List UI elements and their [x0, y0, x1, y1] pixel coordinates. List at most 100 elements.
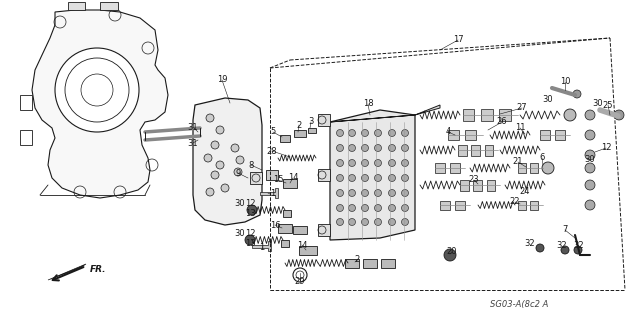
Text: 14: 14 [297, 241, 307, 249]
Text: 22: 22 [509, 197, 520, 206]
Circle shape [337, 219, 344, 226]
Bar [440, 201, 450, 210]
Bar [481, 109, 493, 121]
Polygon shape [252, 241, 271, 251]
Bar [555, 130, 564, 140]
Circle shape [561, 246, 569, 254]
Circle shape [401, 160, 408, 167]
Circle shape [614, 110, 624, 120]
Circle shape [337, 189, 344, 197]
Text: 29: 29 [295, 278, 305, 286]
Circle shape [401, 174, 408, 182]
Bar [308, 128, 316, 132]
Polygon shape [330, 110, 415, 240]
Circle shape [337, 160, 344, 167]
Text: 24: 24 [520, 188, 531, 197]
Circle shape [349, 189, 355, 197]
Circle shape [362, 219, 369, 226]
Bar [463, 109, 474, 121]
Circle shape [55, 48, 139, 132]
Circle shape [362, 145, 369, 152]
Text: 2: 2 [355, 256, 360, 264]
Text: 11: 11 [515, 123, 525, 132]
Polygon shape [260, 188, 278, 198]
Bar [450, 163, 460, 173]
Circle shape [401, 204, 408, 211]
Circle shape [374, 160, 381, 167]
Circle shape [585, 163, 595, 173]
Polygon shape [193, 98, 262, 225]
Circle shape [204, 154, 212, 162]
Circle shape [349, 219, 355, 226]
Circle shape [349, 204, 355, 211]
Bar [518, 163, 525, 173]
Circle shape [362, 130, 369, 137]
Text: SG03-A(8c2 A: SG03-A(8c2 A [490, 300, 548, 309]
Bar [447, 130, 459, 140]
Text: 13: 13 [244, 240, 255, 249]
Circle shape [236, 156, 244, 164]
Text: 21: 21 [513, 158, 524, 167]
Circle shape [564, 109, 576, 121]
Circle shape [221, 184, 229, 192]
Text: 2: 2 [296, 121, 301, 130]
Circle shape [362, 189, 369, 197]
Circle shape [374, 145, 381, 152]
Text: 28: 28 [267, 146, 277, 155]
Text: 9: 9 [236, 168, 241, 177]
Text: 12: 12 [244, 229, 255, 239]
Text: 1: 1 [270, 189, 275, 198]
Circle shape [374, 130, 381, 137]
Bar [540, 130, 550, 140]
Circle shape [374, 219, 381, 226]
Bar [455, 201, 465, 210]
Bar [280, 135, 290, 142]
Bar [465, 130, 476, 140]
Text: 30: 30 [235, 229, 245, 239]
Circle shape [337, 145, 344, 152]
Text: 15: 15 [273, 175, 284, 184]
Text: 10: 10 [560, 78, 570, 86]
Bar [250, 172, 262, 184]
Circle shape [362, 160, 369, 167]
Bar [474, 180, 482, 190]
Text: 32: 32 [557, 241, 567, 249]
Circle shape [585, 200, 595, 210]
Text: 26: 26 [497, 117, 508, 127]
Bar [293, 226, 307, 234]
Bar [471, 145, 480, 155]
Bar [530, 201, 538, 210]
Polygon shape [20, 95, 32, 110]
Circle shape [216, 161, 224, 169]
Bar [499, 109, 511, 121]
Circle shape [401, 130, 408, 137]
Text: 3: 3 [308, 117, 314, 127]
Text: 31: 31 [188, 138, 198, 147]
Polygon shape [68, 2, 85, 10]
Circle shape [337, 204, 344, 211]
Bar [283, 210, 291, 217]
Circle shape [337, 130, 344, 137]
Circle shape [388, 160, 396, 167]
Text: 6: 6 [540, 153, 545, 162]
Text: 4: 4 [445, 128, 451, 137]
Polygon shape [318, 169, 330, 181]
Bar [294, 130, 306, 137]
Text: 30: 30 [585, 155, 595, 165]
Circle shape [247, 205, 257, 215]
Circle shape [536, 244, 544, 252]
Circle shape [401, 219, 408, 226]
Circle shape [206, 188, 214, 196]
Circle shape [362, 174, 369, 182]
Text: 30: 30 [235, 199, 245, 209]
Text: 1: 1 [259, 243, 264, 253]
Bar [518, 201, 525, 210]
Circle shape [585, 130, 595, 140]
Circle shape [374, 174, 381, 182]
Bar [281, 240, 289, 247]
Text: 23: 23 [468, 175, 479, 184]
Circle shape [245, 235, 255, 245]
Circle shape [585, 150, 595, 160]
Text: 20: 20 [447, 248, 457, 256]
Circle shape [585, 180, 595, 190]
